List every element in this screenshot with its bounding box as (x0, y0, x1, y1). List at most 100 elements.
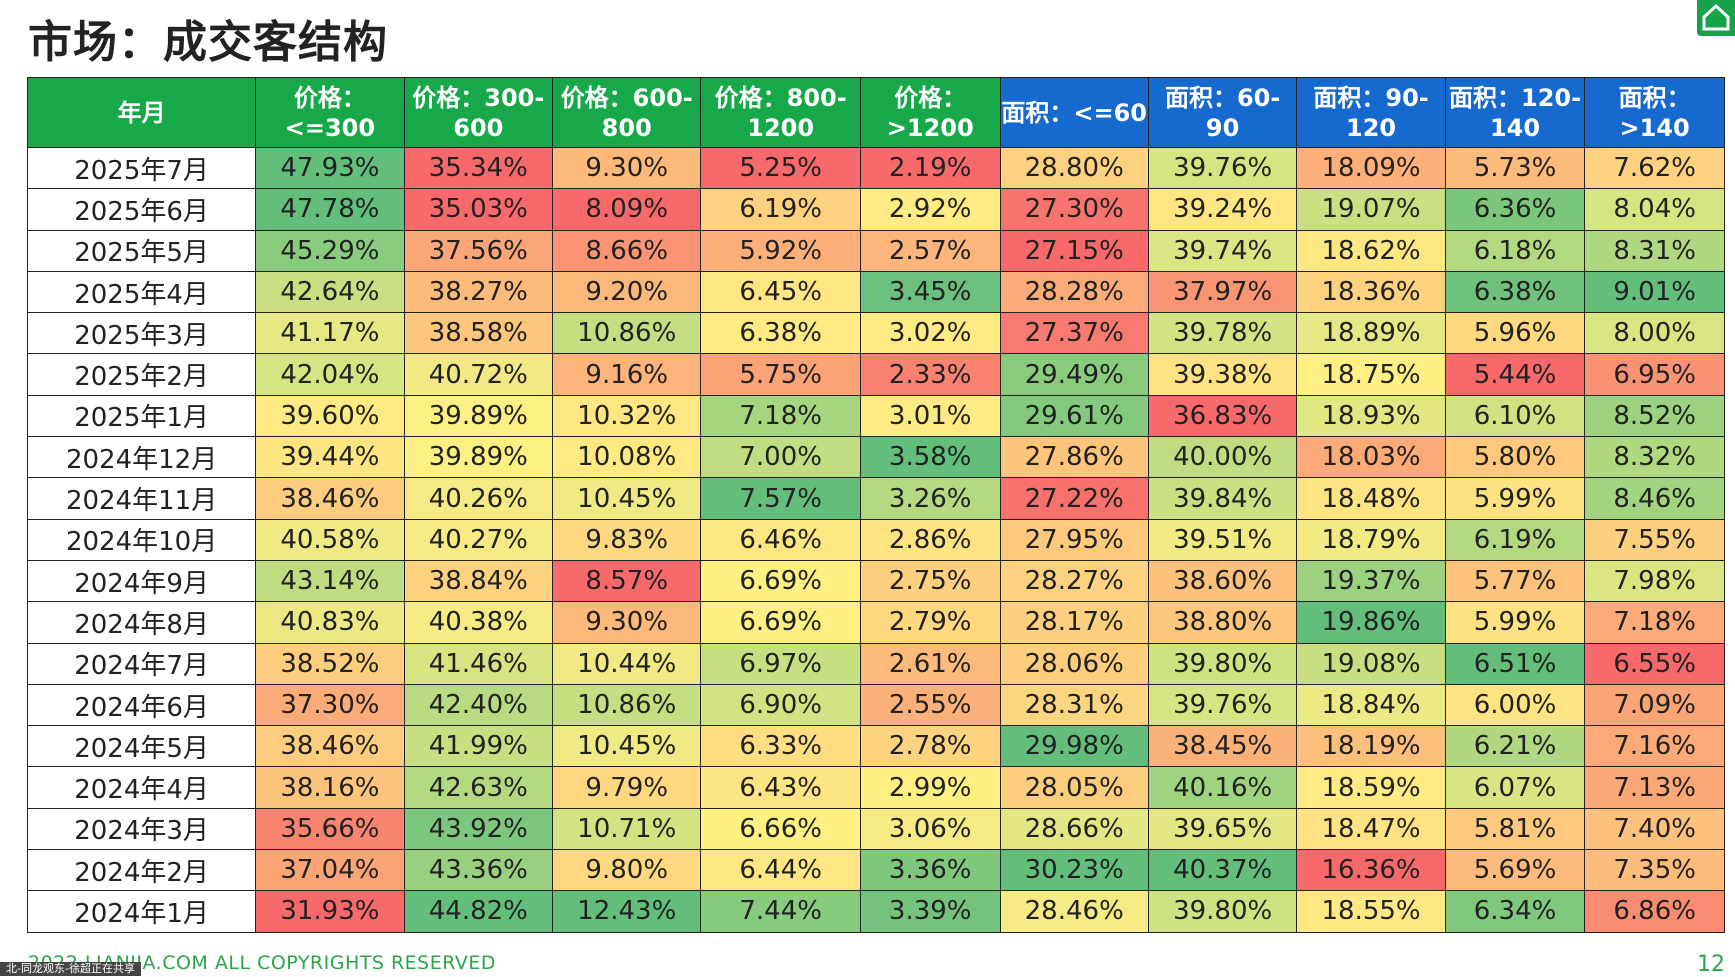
table-row: 2024年1月 31.93% 44.82% 12.43% 7.44% 3.39% 28.46… (26, 890, 1725, 933)
cell-value: 29.49% (999, 353, 1149, 396)
cell-value: 18.89% (1296, 312, 1446, 355)
cell-value: 7.35% (1584, 849, 1725, 892)
cell-value: 18.36% (1296, 270, 1446, 314)
cell-value: 6.51% (1444, 642, 1586, 685)
cell-value: 3.06% (859, 807, 1001, 851)
cell-value: 35.03% (403, 188, 554, 231)
cell-value: 6.38% (700, 312, 861, 355)
cell-value: 38.45% (1147, 725, 1298, 768)
cell-value: 44.82% (403, 890, 554, 933)
cell-value: 39.38% (1147, 353, 1298, 396)
cell-value: 39.60% (255, 394, 405, 438)
cell-value: 6.34% (1444, 890, 1586, 933)
table-row: 2025年5月 45.29% 37.56% 8.66% 5.92% 2.57% 27.15%… (26, 229, 1725, 272)
cell-value: 39.44% (255, 436, 405, 479)
cell-value: 28.28% (999, 270, 1149, 314)
cell-value: 29.98% (999, 725, 1149, 768)
cell-value: 6.45% (700, 270, 861, 314)
cell-value: 6.69% (700, 559, 861, 603)
cell-value: 39.51% (1147, 518, 1298, 561)
cell-value: 3.45% (859, 270, 1001, 314)
cell-value: 40.37% (1147, 849, 1298, 892)
cell-value: 43.36% (403, 849, 554, 892)
cell-value: 18.62% (1296, 229, 1446, 272)
cell-value: 38.84% (403, 559, 554, 603)
row-month: 2024年11月 (26, 477, 257, 520)
cell-value: 18.79% (1296, 518, 1446, 561)
cell-value: 8.32% (1584, 436, 1725, 479)
cell-value: 6.86% (1584, 890, 1725, 933)
table-row: 2024年3月 35.66% 43.92% 10.71% 6.66% 3.06% 28.66… (26, 807, 1725, 851)
cell-value: 9.16% (552, 353, 702, 396)
table-row: 2024年10月 40.58% 40.27% 9.83% 6.46% 2.86% 27.95… (26, 518, 1725, 561)
cell-value: 9.83% (552, 518, 702, 561)
cell-value: 40.00% (1147, 436, 1298, 479)
cell-value: 2.57% (859, 229, 1001, 272)
cell-value: 5.75% (700, 353, 861, 396)
header-col-1: 价格：<=300 (255, 77, 405, 148)
table-row: 2024年2月 37.04% 43.36% 9.80% 6.44% 3.36% 30.23%… (26, 849, 1725, 892)
cell-value: 18.03% (1296, 436, 1446, 479)
cell-value: 27.15% (999, 229, 1149, 272)
footer-copyright: 2022 LIANJIA.COM ALL COPYRIGHTS RESERVED (28, 952, 497, 974)
cell-value: 18.09% (1296, 146, 1446, 190)
cell-value: 19.37% (1296, 559, 1446, 603)
cell-value: 6.95% (1584, 353, 1725, 396)
cell-value: 35.66% (255, 807, 405, 851)
cell-value: 5.44% (1444, 353, 1586, 396)
cell-value: 7.55% (1584, 518, 1725, 561)
cell-value: 7.18% (700, 394, 861, 438)
cell-value: 38.60% (1147, 559, 1298, 603)
table-body: 2025年7月 47.93% 35.34% 9.30% 5.25% 2.19% 28.80%… (26, 146, 1725, 933)
cell-value: 7.16% (1584, 725, 1725, 768)
cell-value: 10.45% (552, 725, 702, 768)
cell-value: 7.62% (1584, 146, 1725, 190)
header-row: 年月 价格：<=300 价格：300-600 价格：600-800 价格：800-120… (26, 77, 1725, 148)
row-month: 2025年7月 (26, 146, 257, 190)
cell-value: 38.46% (255, 477, 405, 520)
cell-value: 6.07% (1444, 766, 1586, 809)
cell-value: 9.79% (552, 766, 702, 809)
cell-value: 7.57% (700, 477, 861, 520)
cell-value: 6.19% (1444, 518, 1586, 561)
cell-value: 6.36% (1444, 188, 1586, 231)
table-row: 2024年6月 37.30% 42.40% 10.86% 6.90% 2.55% 28.31… (26, 683, 1725, 727)
cell-value: 6.33% (700, 725, 861, 768)
cell-value: 27.86% (999, 436, 1149, 479)
cell-value: 7.44% (700, 890, 861, 933)
cell-value: 37.04% (255, 849, 405, 892)
header-col-10: 面积：>140 (1584, 77, 1725, 148)
cell-value: 7.13% (1584, 766, 1725, 809)
row-month: 2024年8月 (26, 601, 257, 644)
cell-value: 8.00% (1584, 312, 1725, 355)
row-month: 2025年4月 (26, 270, 257, 314)
cell-value: 6.43% (700, 766, 861, 809)
row-month: 2024年1月 (26, 890, 257, 933)
cell-value: 39.76% (1147, 683, 1298, 727)
cell-value: 19.86% (1296, 601, 1446, 644)
cell-value: 47.93% (255, 146, 405, 190)
row-month: 2025年6月 (26, 188, 257, 231)
row-month: 2024年2月 (26, 849, 257, 892)
cell-value: 36.83% (1147, 394, 1298, 438)
cell-value: 6.97% (700, 642, 861, 685)
header-col-8: 面积：90-120 (1296, 77, 1446, 148)
cell-value: 39.89% (403, 394, 554, 438)
home-button[interactable] (1697, 0, 1735, 36)
cell-value: 9.20% (552, 270, 702, 314)
cell-value: 38.16% (255, 766, 405, 809)
cell-value: 7.09% (1584, 683, 1725, 727)
row-month: 2024年6月 (26, 683, 257, 727)
cell-value: 6.46% (700, 518, 861, 561)
cell-value: 2.99% (859, 766, 1001, 809)
cell-value: 18.93% (1296, 394, 1446, 438)
cell-value: 30.23% (999, 849, 1149, 892)
cell-value: 5.80% (1444, 436, 1586, 479)
cell-value: 28.31% (999, 683, 1149, 727)
cell-value: 39.84% (1147, 477, 1298, 520)
cell-value: 7.98% (1584, 559, 1725, 603)
cell-value: 6.69% (700, 601, 861, 644)
cell-value: 7.00% (700, 436, 861, 479)
cell-value: 8.57% (552, 559, 702, 603)
cell-value: 39.80% (1147, 642, 1298, 685)
